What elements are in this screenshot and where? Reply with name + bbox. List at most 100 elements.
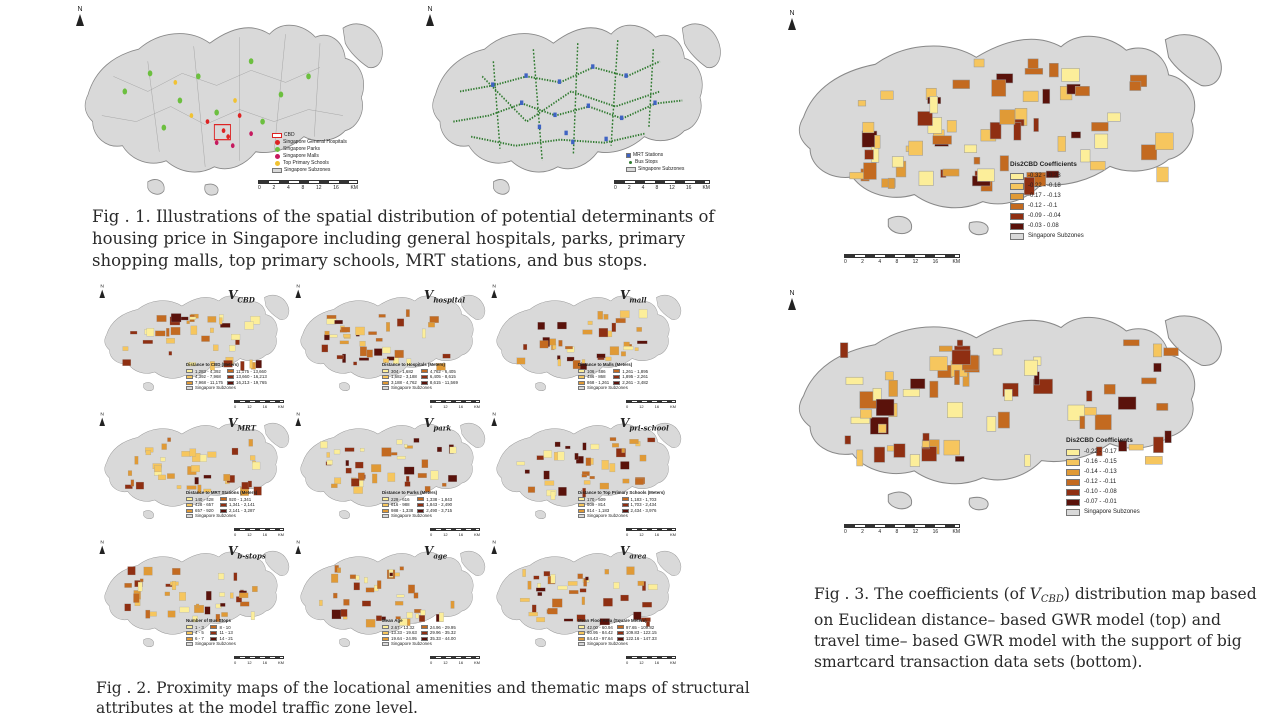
legend-item: Singapore Subzones <box>284 167 331 173</box>
fig2-map-svg <box>104 550 290 648</box>
zone-patch <box>946 120 957 133</box>
fig3-map-top: N Dis2CBD Coefficients -0.32 - -0.23 -0.… <box>784 8 1224 272</box>
zone-patch <box>191 465 200 473</box>
zone-patch <box>1074 86 1090 97</box>
fig3-caption-var: V <box>1029 585 1041 603</box>
legend-item: Bus Stops <box>635 159 658 165</box>
zone-patch <box>1163 347 1179 356</box>
zone-patch <box>382 346 391 354</box>
zone-patch <box>621 448 625 453</box>
zone-patch <box>544 480 555 486</box>
zone-patch <box>874 134 881 149</box>
fig2-map-b-stops: N Vb-stops Number of Bus Stops 1 - 3 8 - 10 4… <box>98 540 290 665</box>
legend-range: 4,392 - 7,968 <box>195 374 221 380</box>
zone-patch <box>565 445 571 449</box>
fig3-caption: Fig . 3. The coefficients (of VCBD) dist… <box>814 584 1264 673</box>
zone-patch <box>324 330 330 336</box>
legend-swatch <box>578 630 585 635</box>
zone-patch <box>929 356 948 371</box>
zone-patch <box>613 582 620 589</box>
zone-patch <box>171 580 177 590</box>
hospital-swatch <box>275 140 280 145</box>
zone-patch <box>436 363 446 371</box>
legend-swatch <box>578 497 585 502</box>
zone-patch <box>1086 390 1093 402</box>
zone-patch <box>991 79 1007 97</box>
island-sw <box>147 178 165 195</box>
zone-patch <box>1023 177 1035 195</box>
legend-range: -0.07 - -0.01 <box>1084 499 1117 505</box>
zone-patch <box>449 446 457 454</box>
zone-patch <box>566 356 575 362</box>
zone-patch <box>167 473 175 479</box>
zone-patch <box>629 439 639 444</box>
zone-patch <box>220 602 226 607</box>
zone-patch <box>558 487 567 496</box>
fig3-bottom-svg <box>798 315 1223 511</box>
fig3-caption-sub: CBD <box>1040 594 1064 605</box>
legend-swatch <box>219 502 227 507</box>
legend-subzones: Singapore Subzones <box>195 641 236 647</box>
fig2-map-svg <box>104 294 290 392</box>
legend-range: 19.64 - 24.95 <box>391 635 417 641</box>
zone-patch <box>386 356 395 361</box>
zone-patch <box>221 612 228 617</box>
north-label: N <box>789 290 795 297</box>
legend-range: 304 - 1,682 <box>391 368 414 374</box>
zone-patch <box>240 601 250 607</box>
zone-patch <box>176 485 182 489</box>
fig2-legend: Distance to Malls (Meters) 106 - 486 1,261… <box>578 362 648 391</box>
zone-patch <box>547 608 558 615</box>
fig2-legend: Distance to CBD (Meters) 1,283 - 4,392 11,… <box>186 362 267 391</box>
zone-patch <box>977 168 995 182</box>
zone-patch <box>873 446 885 463</box>
zone-patch <box>333 449 341 455</box>
fig3-caption-post: ) distribution map based on Euclidean di… <box>814 585 1257 671</box>
map-variable-label: Vpark <box>424 416 452 433</box>
zone-patch <box>376 615 382 622</box>
amenity-points <box>122 58 311 149</box>
zone-patch <box>523 344 528 350</box>
zone-patch <box>955 455 965 462</box>
zone-patch <box>943 439 960 456</box>
zone-patch <box>406 358 412 366</box>
zone-patch <box>917 111 933 126</box>
legend-swatch <box>186 514 193 519</box>
legend-swatch <box>382 380 389 385</box>
zone-patch <box>368 331 377 335</box>
zone-patch <box>333 592 338 599</box>
zone-patch <box>124 603 131 612</box>
zone-patch <box>1004 389 1013 402</box>
island-shape <box>798 35 1196 209</box>
north-arrow-icon: N <box>98 412 106 426</box>
legend-swatch <box>1010 182 1024 190</box>
zone-patch <box>849 172 866 180</box>
zone-patch <box>414 609 422 613</box>
legend-swatch <box>578 642 585 647</box>
legend-range: 1 - 3 <box>195 624 204 630</box>
legend-swatch <box>420 630 428 635</box>
zone-patch <box>429 316 439 323</box>
zone-patch <box>199 454 207 462</box>
zone-patch <box>1118 440 1127 452</box>
north-label: N <box>427 6 433 13</box>
north-label: N <box>296 412 300 417</box>
fig2-map-svg <box>496 422 682 520</box>
fig3-top-legend: Dis2CBD Coefficients -0.32 - -0.23 -0.22… <box>1010 160 1084 241</box>
legend-range: 42.00 - 60.94 <box>587 624 613 630</box>
fig2-map-CBD: N VCBD Distance to CBD (Meters) 1,283 - 4,3… <box>98 284 290 409</box>
zone-patch <box>413 438 420 443</box>
zone-patch <box>249 455 256 461</box>
zone-patch <box>918 170 934 186</box>
legend-item: Singapore Malls <box>283 153 319 159</box>
zone-patch <box>359 340 366 347</box>
zone-patch <box>557 321 567 330</box>
fig2-map-age: N Vage Mean Age 2.67 - 13.32 24.96 - 29.95 13… <box>294 540 486 665</box>
scale-bar: 0 12 16 KM <box>626 528 676 537</box>
zone-patch <box>597 311 603 320</box>
zone-patch <box>647 437 656 443</box>
island-s <box>203 183 219 196</box>
zone-patch <box>334 320 343 325</box>
legend-swatch <box>186 380 193 385</box>
legend-range: 8,615 - 11,569 <box>429 379 458 385</box>
